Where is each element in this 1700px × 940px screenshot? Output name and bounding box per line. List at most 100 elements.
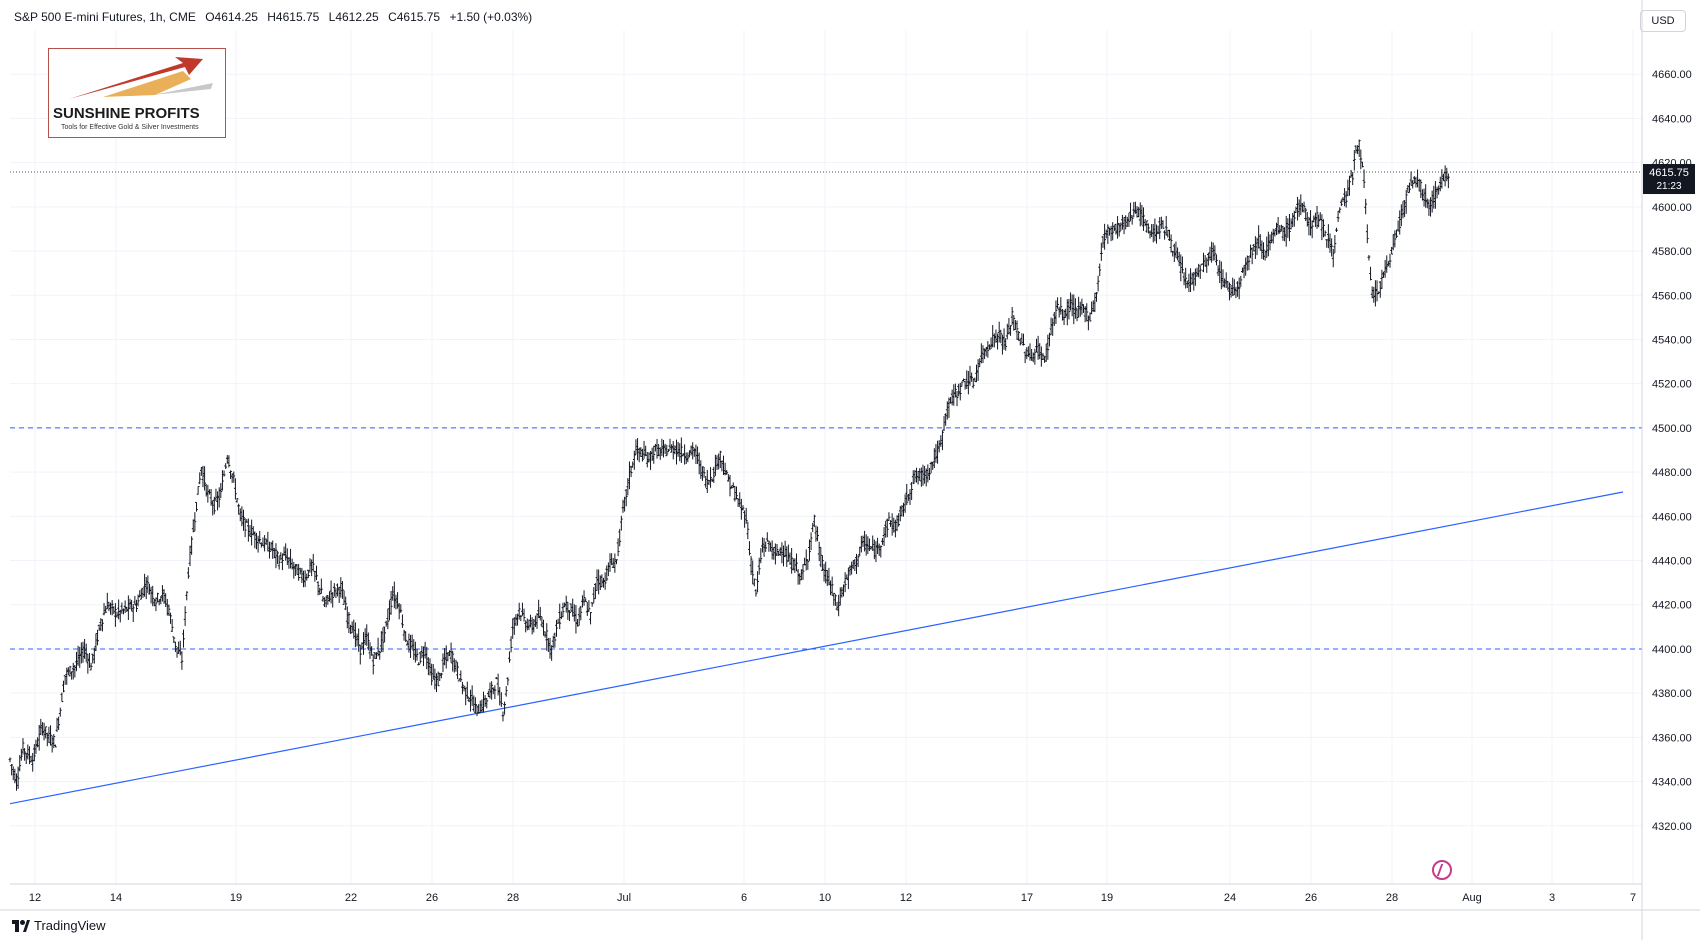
ohlc-bar bbox=[1206, 252, 1210, 266]
ohlc-bar bbox=[688, 450, 691, 458]
ohlc-bar bbox=[41, 722, 44, 736]
ohlc-bar bbox=[1052, 311, 1056, 326]
ohlc-bar bbox=[238, 508, 242, 522]
x-tick-label: Aug bbox=[1462, 892, 1482, 904]
ohlc-bar bbox=[341, 581, 344, 599]
ohlc-bar bbox=[955, 390, 959, 407]
ohlc-bar bbox=[1437, 185, 1441, 195]
ohlc-bar bbox=[8, 757, 12, 763]
ohlc-bar bbox=[996, 333, 999, 350]
ohlc-bar bbox=[856, 555, 860, 568]
y-tick-label: 4400.00 bbox=[1652, 644, 1692, 656]
ohlc-bar bbox=[243, 518, 247, 538]
currency-button[interactable]: USD bbox=[1640, 10, 1686, 32]
ohlc-bar bbox=[540, 616, 544, 628]
ohlc-bar bbox=[503, 701, 506, 715]
ohlc-bar bbox=[1338, 207, 1342, 214]
ohlc-bar bbox=[606, 562, 610, 577]
ohlc-bar bbox=[143, 573, 146, 597]
ohlc-bar bbox=[105, 592, 109, 610]
ohlc-bar bbox=[410, 634, 414, 650]
ohlc-bar bbox=[801, 564, 805, 580]
ohlc-bar bbox=[459, 670, 463, 683]
ohlc-bar bbox=[315, 565, 318, 581]
ohlc-bar bbox=[684, 452, 688, 465]
ohlc-bar bbox=[1161, 220, 1165, 229]
ohlc-bar bbox=[96, 629, 99, 646]
ohlc-bar bbox=[845, 574, 849, 580]
lightning-icon[interactable] bbox=[1432, 860, 1452, 880]
ohlc-bar bbox=[245, 519, 249, 523]
ohlc-bar bbox=[329, 580, 333, 604]
ohlc-bar bbox=[979, 343, 983, 364]
ohlc-bar bbox=[619, 515, 623, 531]
ohlc-bar bbox=[324, 596, 328, 608]
trendline-segment[interactable] bbox=[9, 491, 1624, 805]
ohlc-bar bbox=[602, 577, 605, 588]
ohlc-bar bbox=[1117, 222, 1121, 237]
ohlc-bar bbox=[535, 613, 539, 629]
ohlc-bar bbox=[1086, 315, 1090, 331]
ohlc-bar bbox=[483, 695, 487, 707]
ohlc-bar bbox=[1221, 269, 1225, 288]
ohlc-bar bbox=[1343, 188, 1346, 207]
ohlc-bar bbox=[130, 599, 134, 612]
ohlc-bar bbox=[182, 629, 185, 648]
ohlc-bar bbox=[641, 448, 644, 462]
ohlc-bar bbox=[817, 541, 821, 562]
ohlc-bar bbox=[331, 592, 335, 608]
ohlc-bar bbox=[988, 344, 991, 350]
ohlc-bar bbox=[1247, 256, 1251, 271]
ohlc-bar bbox=[339, 577, 343, 598]
ohlc-bar bbox=[735, 486, 738, 500]
ohlc-bar bbox=[217, 487, 221, 508]
ohlc-bar bbox=[441, 653, 445, 673]
ohlc-bar bbox=[1059, 297, 1063, 315]
ohlc-bar bbox=[258, 530, 262, 544]
ohlc-bar bbox=[495, 677, 498, 680]
ohlc-bar bbox=[1317, 214, 1321, 228]
ohlc-bar bbox=[1398, 210, 1402, 235]
ohlc-bar bbox=[1090, 301, 1094, 315]
ohlc-bar bbox=[499, 692, 503, 707]
x-tick-label: 26 bbox=[1305, 892, 1317, 904]
ohlc-bar bbox=[895, 515, 899, 532]
ohlc-bar bbox=[389, 590, 393, 615]
ohlc-bar bbox=[590, 602, 594, 607]
ohlc-bar bbox=[775, 543, 779, 556]
ohlc-bar bbox=[1399, 204, 1403, 227]
ohlc-bar bbox=[203, 466, 206, 491]
ohlc-bar bbox=[319, 578, 323, 595]
ohlc-bar bbox=[1335, 227, 1338, 233]
ohlc-bar bbox=[366, 632, 370, 651]
ohlc-bar bbox=[172, 636, 176, 644]
ohlc-bar bbox=[477, 704, 481, 714]
current-price-tag bbox=[1643, 164, 1695, 195]
ohlc-bar bbox=[1194, 268, 1197, 286]
ohlc-bar bbox=[825, 569, 829, 586]
ohlc-bar bbox=[1226, 280, 1230, 291]
ohlc-bar bbox=[511, 618, 515, 639]
ohlc-bar bbox=[1219, 261, 1223, 290]
ohlc-bar bbox=[276, 550, 279, 565]
ohlc-bar bbox=[1103, 223, 1106, 250]
ohlc-bar bbox=[1010, 307, 1014, 325]
ohlc-bar bbox=[70, 671, 74, 680]
ohlc-bar bbox=[764, 541, 768, 552]
ohlc-bar bbox=[1177, 251, 1181, 267]
x-tick-label: 19 bbox=[1101, 892, 1113, 904]
symbol-label[interactable]: S&P 500 E-mini Futures, 1h, CME bbox=[14, 10, 196, 24]
ohlc-bar bbox=[589, 612, 592, 625]
ohlc-bar bbox=[1150, 224, 1154, 237]
ohlc-bar bbox=[443, 648, 446, 666]
ohlc-bar bbox=[699, 460, 703, 479]
tradingview-brand[interactable]: TradingView bbox=[12, 918, 106, 933]
ohlc-bar bbox=[1022, 333, 1025, 346]
brand-label: TradingView bbox=[34, 918, 106, 933]
ohlc-bar bbox=[1202, 252, 1205, 273]
ohlc-bar bbox=[710, 478, 714, 483]
ohlc-bar bbox=[671, 441, 675, 460]
ohlc-bar bbox=[908, 489, 912, 505]
trendline[interactable] bbox=[9, 491, 1624, 805]
